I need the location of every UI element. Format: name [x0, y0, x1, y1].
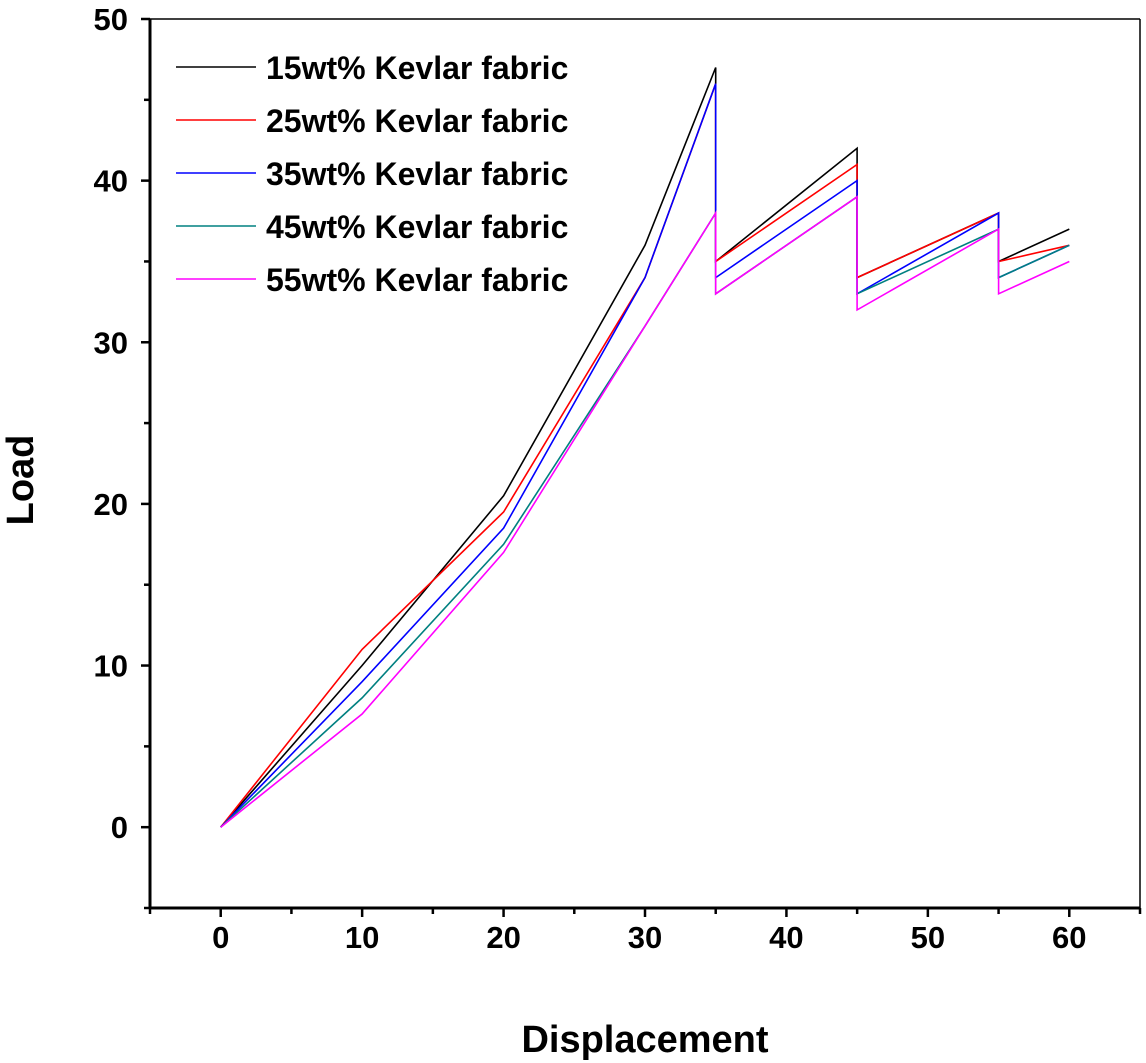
- legend-label-2: 25wt% Kevlar fabric: [266, 103, 568, 139]
- series-line-2: [220, 83, 1070, 828]
- legend-label-1: 15wt% Kevlar fabric: [266, 50, 568, 86]
- plot-axes: 0 10 20 30 40 50 0 10 20 30 40 50 60: [94, 2, 1142, 955]
- legend: 15wt% Kevlar fabric 25wt% Kevlar fabric 35…: [176, 50, 568, 298]
- legend-label-5: 55wt% Kevlar fabric: [266, 262, 568, 298]
- series-line-5: [220, 195, 1070, 828]
- legend-label-4: 45wt% Kevlar fabric: [266, 209, 568, 245]
- series-line-3: [220, 83, 1070, 828]
- x-tick-label: 0: [212, 920, 229, 955]
- legend-label-3: 35wt% Kevlar fabric: [266, 156, 568, 192]
- y-tick-label: 20: [94, 487, 128, 522]
- x-axis-title: Displacement: [521, 1019, 768, 1061]
- y-tick-label: 10: [94, 649, 128, 684]
- y-tick-label: 40: [94, 164, 128, 199]
- x-tick-label: 10: [345, 920, 379, 955]
- y-axis-title: Load: [0, 435, 42, 526]
- y-tick-label: 50: [94, 2, 128, 37]
- x-tick-label: 60: [1052, 920, 1086, 955]
- series-lines: [220, 67, 1070, 828]
- x-tick-label: 30: [628, 920, 662, 955]
- y-tick-label: 0: [111, 810, 128, 845]
- y-tick-label: 30: [94, 325, 128, 360]
- x-tick-label: 20: [486, 920, 520, 955]
- x-tick-label: 40: [769, 920, 803, 955]
- x-tick-label: 50: [911, 920, 945, 955]
